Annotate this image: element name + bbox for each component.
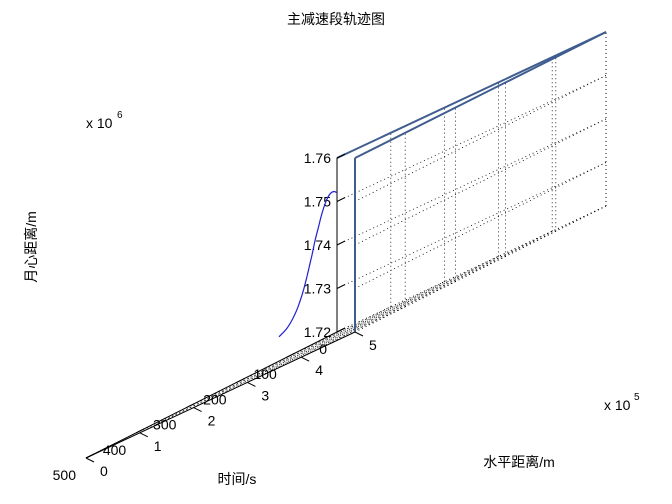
chart-title: 主减速段轨迹图: [287, 11, 385, 27]
grid-line-floor-y: [301, 230, 553, 358]
z-tick-mark: [336, 153, 346, 159]
y-tick-label: 0: [100, 463, 108, 479]
y-tick-label: 1: [154, 438, 162, 454]
x-tick-mark: [236, 377, 245, 383]
x-tick-label: 500: [53, 467, 77, 483]
z-exponent-label: x 10 6: [86, 110, 123, 131]
x-tick-mark: [186, 403, 195, 409]
x-tick-mark: [286, 352, 296, 358]
z-tick-label: 1.74: [304, 237, 331, 253]
grid-line-wall-xz: [354, 162, 607, 289]
y-tick-mark: [300, 356, 310, 362]
grid-line-wall-xz: [354, 205, 607, 333]
series-lines: [278, 190, 338, 338]
z-tick-mark: [336, 240, 346, 246]
x-axis-label: 时间/s: [218, 471, 257, 487]
grid-line-wall-yz: [336, 205, 607, 333]
y-tick-label: 2: [208, 413, 216, 429]
y-tick-mark: [354, 331, 364, 337]
x-tick-label: 0: [319, 341, 327, 357]
z-tick-mark: [336, 284, 346, 289]
z-tick-mark: [336, 197, 346, 202]
y-axis-line: [85, 331, 356, 459]
grid-lines: [85, 31, 607, 459]
grid-line-floor-y: [139, 306, 391, 434]
grid-line-floor-x: [236, 256, 506, 383]
trajectory-line: [278, 190, 338, 338]
x-axis-line: [85, 331, 338, 459]
x-tick-label: 100: [253, 366, 277, 382]
y-exponent-power: 5: [634, 392, 640, 403]
y-tick-mark: [139, 432, 149, 438]
y-exponent-base: x 10: [604, 397, 631, 413]
z-axis-label: 月心距离/m: [23, 211, 39, 283]
grid-line-floor-y: [247, 256, 499, 383]
y-tick-label: 5: [369, 337, 377, 353]
z-exponent-power: 6: [117, 110, 123, 121]
x-tick-mark: [135, 428, 145, 434]
y-tick-mark: [85, 457, 95, 463]
z-tick-mark: [336, 327, 346, 333]
y-tick-label: 4: [315, 362, 323, 378]
z-tick-label: 1.73: [304, 281, 331, 297]
y-tick-label: 3: [261, 387, 269, 403]
x-tick-mark: [85, 453, 95, 459]
grid-line-wall-yz: [336, 75, 607, 202]
top-edge-right: [354, 31, 607, 159]
grid-line-wall-xz: [354, 118, 607, 246]
z-tick-label: 1.72: [304, 324, 331, 340]
y-exponent-label: x 10 5: [604, 392, 640, 413]
z-tick-label: 1.75: [304, 194, 331, 210]
axes-box: [85, 31, 607, 459]
grid-line-floor-x: [186, 281, 456, 408]
z-tick-label: 1.76: [304, 150, 331, 166]
grid-line-floor-x: [286, 230, 556, 358]
top-edge-left: [336, 31, 607, 159]
y-axis-label: 水平距离/m: [483, 454, 555, 470]
x-tick-label: 400: [103, 442, 127, 458]
x-tick-label: 300: [153, 417, 177, 433]
grid-line-floor-x: [136, 306, 406, 434]
axis-ticks: 0 100 200 300 400 500 0 1 2 3 4 5 1.72 1.73 1.74 1.75 1.…: [53, 150, 377, 483]
grid-line-wall-yz: [336, 162, 607, 289]
z-exponent-base: x 10: [86, 115, 113, 131]
grid-line-wall-xz: [354, 75, 607, 202]
grid-line-wall-yz: [336, 118, 607, 246]
y-tick-mark: [193, 407, 202, 413]
x-tick-label: 200: [203, 391, 227, 407]
grid-line-floor-y: [193, 281, 445, 408]
y-tick-mark: [247, 381, 256, 387]
